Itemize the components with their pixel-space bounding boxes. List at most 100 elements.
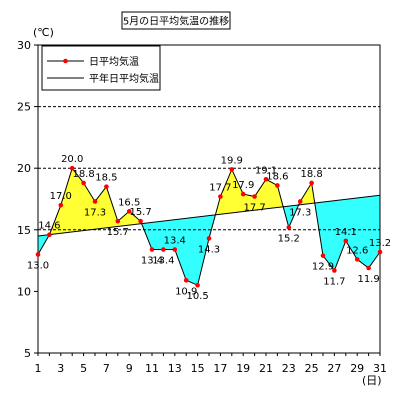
data-label: 19.1 [255, 165, 277, 176]
data-label: 14.3 [198, 244, 220, 255]
x-tick-label: 23 [282, 362, 296, 375]
data-label: 14.1 [335, 227, 357, 238]
data-point [286, 225, 292, 230]
data-point [240, 191, 246, 197]
x-tick-label: 31 [373, 362, 387, 375]
above-normal-fill [298, 182, 315, 205]
data-labels: 13.014.617.020.018.817.318.515.716.515.7… [27, 154, 391, 302]
data-label: 11.9 [357, 274, 379, 285]
data-label: 17.9 [232, 180, 254, 191]
x-tick-label: 13 [168, 362, 182, 375]
x-tick-label: 1 [35, 362, 42, 375]
chart-title: 5月の日平均気温の推移 [121, 11, 231, 30]
data-point [35, 252, 41, 257]
data-point [332, 268, 337, 273]
data-label: 16.5 [118, 197, 140, 208]
data-label: 17.3 [289, 207, 311, 218]
data-label: 12.6 [346, 245, 368, 256]
below-normal-fill [314, 195, 380, 271]
data-point [229, 167, 235, 172]
data-label: 15.7 [129, 207, 151, 218]
data-point [58, 202, 64, 208]
x-tick-label: 9 [126, 362, 133, 375]
x-tick-label: 5 [80, 362, 87, 375]
data-point [297, 199, 303, 204]
x-tick-label: 15 [191, 362, 205, 375]
data-label: 13.0 [27, 260, 49, 271]
data-label: 17.0 [50, 191, 72, 202]
x-tick-label: 21 [259, 362, 273, 375]
data-label: 13.4 [152, 256, 174, 267]
data-point [172, 247, 178, 252]
x-tick-label: 11 [145, 362, 159, 375]
y-tick-label: 30 [17, 39, 31, 52]
series-markers [35, 165, 383, 288]
title-box [121, 11, 231, 30]
data-label: 20.0 [61, 154, 83, 165]
data-label: 10.5 [186, 291, 208, 302]
x-tick-label: 7 [103, 362, 110, 375]
data-point [195, 282, 200, 288]
data-label: 17.7 [209, 183, 231, 194]
x-tick-label: 27 [327, 362, 341, 375]
data-label: 10.9 [175, 286, 197, 297]
grid-lines [38, 106, 380, 231]
x-tick-label: 29 [350, 362, 364, 375]
data-label: 18.8 [300, 169, 322, 180]
below-normal-fill [141, 214, 216, 286]
y-tick-label: 25 [17, 101, 31, 114]
data-label: 18.5 [95, 173, 117, 184]
data-label: 13.4 [141, 256, 163, 267]
data-point [354, 257, 360, 262]
data-label: 18.6 [266, 171, 288, 182]
data-point [343, 238, 349, 244]
data-label: 17.7 [243, 203, 265, 214]
x-tick-label: 3 [57, 362, 64, 375]
y-axis-label: (℃) [33, 26, 54, 39]
x-tick-label: 17 [213, 362, 227, 375]
x-tick-label: 25 [305, 362, 319, 375]
y-tick-label: 5 [24, 347, 31, 360]
data-point [47, 232, 52, 238]
data-point [252, 194, 257, 199]
data-label: 12.9 [312, 262, 334, 273]
legend: 日平均気温 平年日平均気温 [41, 45, 161, 91]
data-label: 18.8 [72, 169, 94, 180]
normal-temperature-line [37, 194, 381, 237]
data-label: 13.4 [164, 236, 186, 247]
x-tick-label: 19 [236, 362, 250, 375]
data-point [126, 209, 132, 214]
chart-title-text: 5月の日平均気温の推移 [123, 15, 229, 28]
legend-daily-marker-swatch [63, 58, 68, 64]
data-point [104, 184, 109, 189]
data-label: 15.2 [278, 233, 300, 244]
data-point [218, 194, 223, 199]
data-point [92, 199, 98, 204]
data-label: 14.6 [38, 221, 60, 232]
y-tick-label: 10 [17, 285, 31, 298]
legend-normal-label: 平年日平均気温 [89, 72, 159, 85]
data-label: 15.7 [107, 227, 129, 238]
x-axis-label: (日) [362, 374, 382, 387]
data-point [81, 180, 86, 186]
data-point [138, 218, 143, 224]
data-point [183, 278, 189, 283]
legend-box [41, 45, 161, 91]
data-point [206, 236, 212, 241]
data-point [263, 176, 269, 182]
data-label: 13.2 [369, 238, 391, 249]
data-point [366, 265, 371, 271]
data-point [69, 165, 75, 171]
data-point [275, 183, 280, 188]
data-point [115, 218, 121, 224]
legend-daily-label: 日平均気温 [89, 55, 139, 68]
below-normal-fill [283, 204, 299, 228]
y-tick-label: 15 [17, 224, 31, 237]
data-point [161, 247, 166, 252]
y-tick-label: 20 [17, 162, 31, 175]
data-label: 11.7 [323, 276, 345, 287]
data-point [320, 253, 326, 258]
data-label: 17.3 [84, 207, 106, 218]
